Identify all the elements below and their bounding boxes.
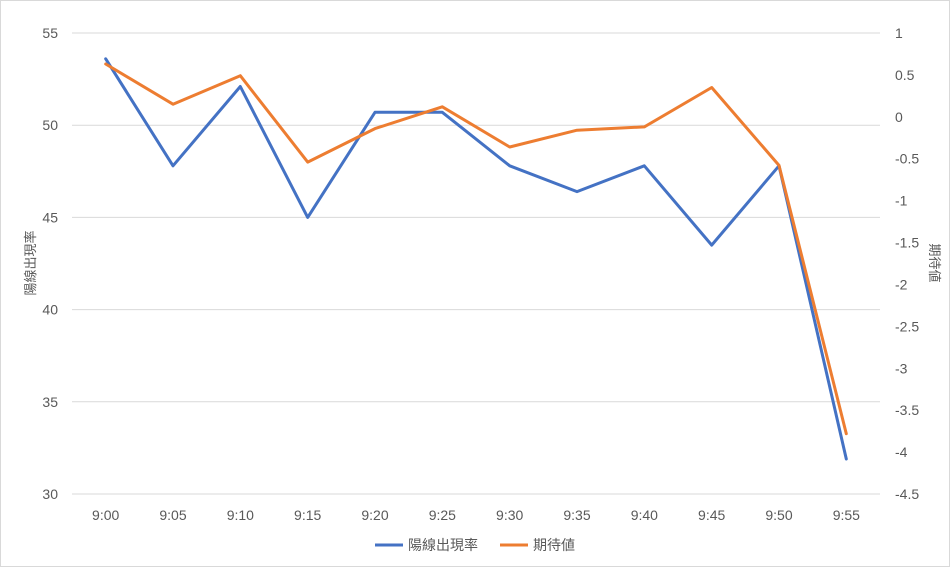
legend-label-series-2: 期待値 — [533, 538, 575, 554]
right-tick-label: -4.5 — [895, 486, 919, 502]
legend-item-series-2: 期待値 — [500, 538, 575, 554]
x-tick-label: 9:10 — [227, 507, 254, 523]
left-tick-label: 35 — [42, 394, 58, 410]
right-tick-label: -3.5 — [895, 402, 919, 418]
right-tick-label: 0 — [895, 109, 903, 125]
x-tick-label: 9:20 — [361, 507, 388, 523]
left-tick-label: 45 — [42, 209, 58, 225]
legend: 陽線出現率 期待値 — [375, 537, 575, 554]
right-tick-label: -4 — [895, 444, 908, 460]
right-tick-label: -3 — [895, 360, 908, 376]
x-tick-label: 9:25 — [429, 507, 456, 523]
right-tick-label: -2 — [895, 276, 908, 292]
right-axis-title: 期待値 — [926, 243, 942, 282]
x-tick-label: 9:05 — [159, 507, 186, 523]
right-tick-label: 1 — [895, 25, 903, 41]
legend-item-series-1: 陽線出現率 — [375, 537, 478, 554]
x-tick-label: 9:50 — [765, 507, 792, 523]
x-tick-label: 9:30 — [496, 507, 523, 523]
right-axis-ticks: 1 0.5 0 -0.5 -1 -1.5 -2 -2.5 -3 -3.5 -4 -4.5 — [895, 25, 919, 502]
series-lines — [104, 57, 848, 461]
x-tick-label: 9:55 — [833, 507, 860, 523]
left-tick-label: 50 — [42, 117, 58, 133]
legend-label-series-1: 陽線出現率 — [408, 537, 478, 554]
x-tick-label: 9:35 — [563, 507, 590, 523]
x-tick-label: 9:00 — [92, 507, 119, 523]
right-tick-label: -1 — [895, 193, 908, 209]
series-line-1 — [104, 57, 848, 461]
left-tick-label: 40 — [42, 302, 58, 318]
x-axis-ticks: 9:00 9:05 9:10 9:15 9:20 9:25 9:30 9:35 9:40 9:45… — [92, 507, 860, 523]
right-tick-label: -1.5 — [895, 235, 919, 251]
right-tick-label: 0.5 — [895, 67, 915, 83]
right-tick-label: -2.5 — [895, 318, 919, 334]
gridlines — [72, 32, 880, 495]
x-tick-label: 9:40 — [631, 507, 658, 523]
left-tick-label: 55 — [42, 25, 58, 41]
left-tick-label: 30 — [42, 486, 58, 502]
series-line-2 — [104, 62, 848, 436]
left-axis-ticks: 30 35 40 45 50 55 — [42, 25, 58, 502]
left-axis-title: 陽線出現率 — [23, 230, 39, 295]
x-tick-label: 9:45 — [698, 507, 725, 523]
x-tick-label: 9:15 — [294, 507, 321, 523]
right-tick-label: -0.5 — [895, 151, 919, 167]
